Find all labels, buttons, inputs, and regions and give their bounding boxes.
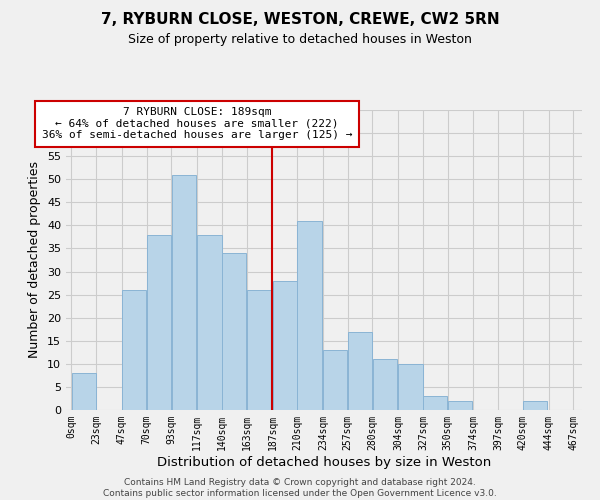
Bar bbox=[348, 332, 372, 410]
Bar bbox=[373, 359, 397, 410]
Text: 7 RYBURN CLOSE: 189sqm
← 64% of detached houses are smaller (222)
36% of semi-de: 7 RYBURN CLOSE: 189sqm ← 64% of detached… bbox=[42, 107, 352, 140]
Text: Contains HM Land Registry data © Crown copyright and database right 2024.
Contai: Contains HM Land Registry data © Crown c… bbox=[103, 478, 497, 498]
Bar bbox=[423, 396, 448, 410]
Bar bbox=[323, 350, 347, 410]
Y-axis label: Number of detached properties: Number of detached properties bbox=[28, 162, 41, 358]
Bar bbox=[448, 401, 472, 410]
Bar bbox=[147, 234, 171, 410]
Bar bbox=[71, 373, 96, 410]
Text: 7, RYBURN CLOSE, WESTON, CREWE, CW2 5RN: 7, RYBURN CLOSE, WESTON, CREWE, CW2 5RN bbox=[101, 12, 499, 28]
Bar bbox=[197, 234, 222, 410]
Bar bbox=[222, 253, 247, 410]
Bar bbox=[398, 364, 423, 410]
Bar bbox=[247, 290, 271, 410]
X-axis label: Distribution of detached houses by size in Weston: Distribution of detached houses by size … bbox=[157, 456, 491, 468]
Bar bbox=[297, 221, 322, 410]
Bar bbox=[122, 290, 146, 410]
Text: Size of property relative to detached houses in Weston: Size of property relative to detached ho… bbox=[128, 32, 472, 46]
Bar bbox=[523, 401, 547, 410]
Bar bbox=[172, 174, 196, 410]
Bar bbox=[272, 281, 297, 410]
